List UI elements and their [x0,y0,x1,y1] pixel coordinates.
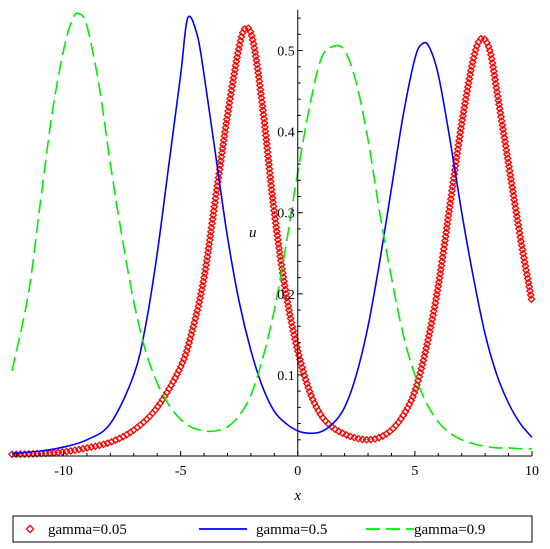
legend-label: gamma=0.9 [414,522,485,538]
y-tick-label: 0.1 [277,369,295,384]
x-tick-label: 5 [411,464,418,479]
x-tick-label: -5 [175,464,187,479]
legend-marker-gamma-0.05 [25,524,35,534]
y-tick-label: 0.3 [277,207,295,222]
y-axis-label: u [249,225,257,241]
y-ticks: 0.1 0.2 0.3 0.4 0.5 [277,17,303,441]
x-tick-label: 10 [525,464,539,479]
legend-label: gamma=0.05 [48,522,127,538]
y-tick-label: 0.2 [277,288,295,303]
data-point [7,450,17,459]
legend-box [12,515,533,543]
legend-items: gamma=0.05 gamma=0.5 gamma=0.9 [25,522,485,538]
axes: -10 -5 0 5 10 0.1 0.2 0.3 0.4 0.5 x u [12,10,539,504]
legend-label: gamma=0.5 [256,522,327,538]
x-tick-label: -10 [54,464,73,479]
y-tick-label: 0.5 [277,45,295,60]
x-tick-label: 0 [294,464,301,479]
x-ticks: -10 -5 0 5 10 [16,451,539,479]
y-tick-label: 0.4 [277,126,295,141]
plot-curves [7,12,536,459]
series-gamma-0.5-line [11,15,533,455]
series-gamma-0.05-points [7,24,536,459]
series-gamma-0.9-line [11,12,533,450]
data-point [527,295,536,304]
legend: gamma=0.05 gamma=0.5 gamma=0.9 [12,515,533,543]
x-axis-label: x [293,488,301,504]
